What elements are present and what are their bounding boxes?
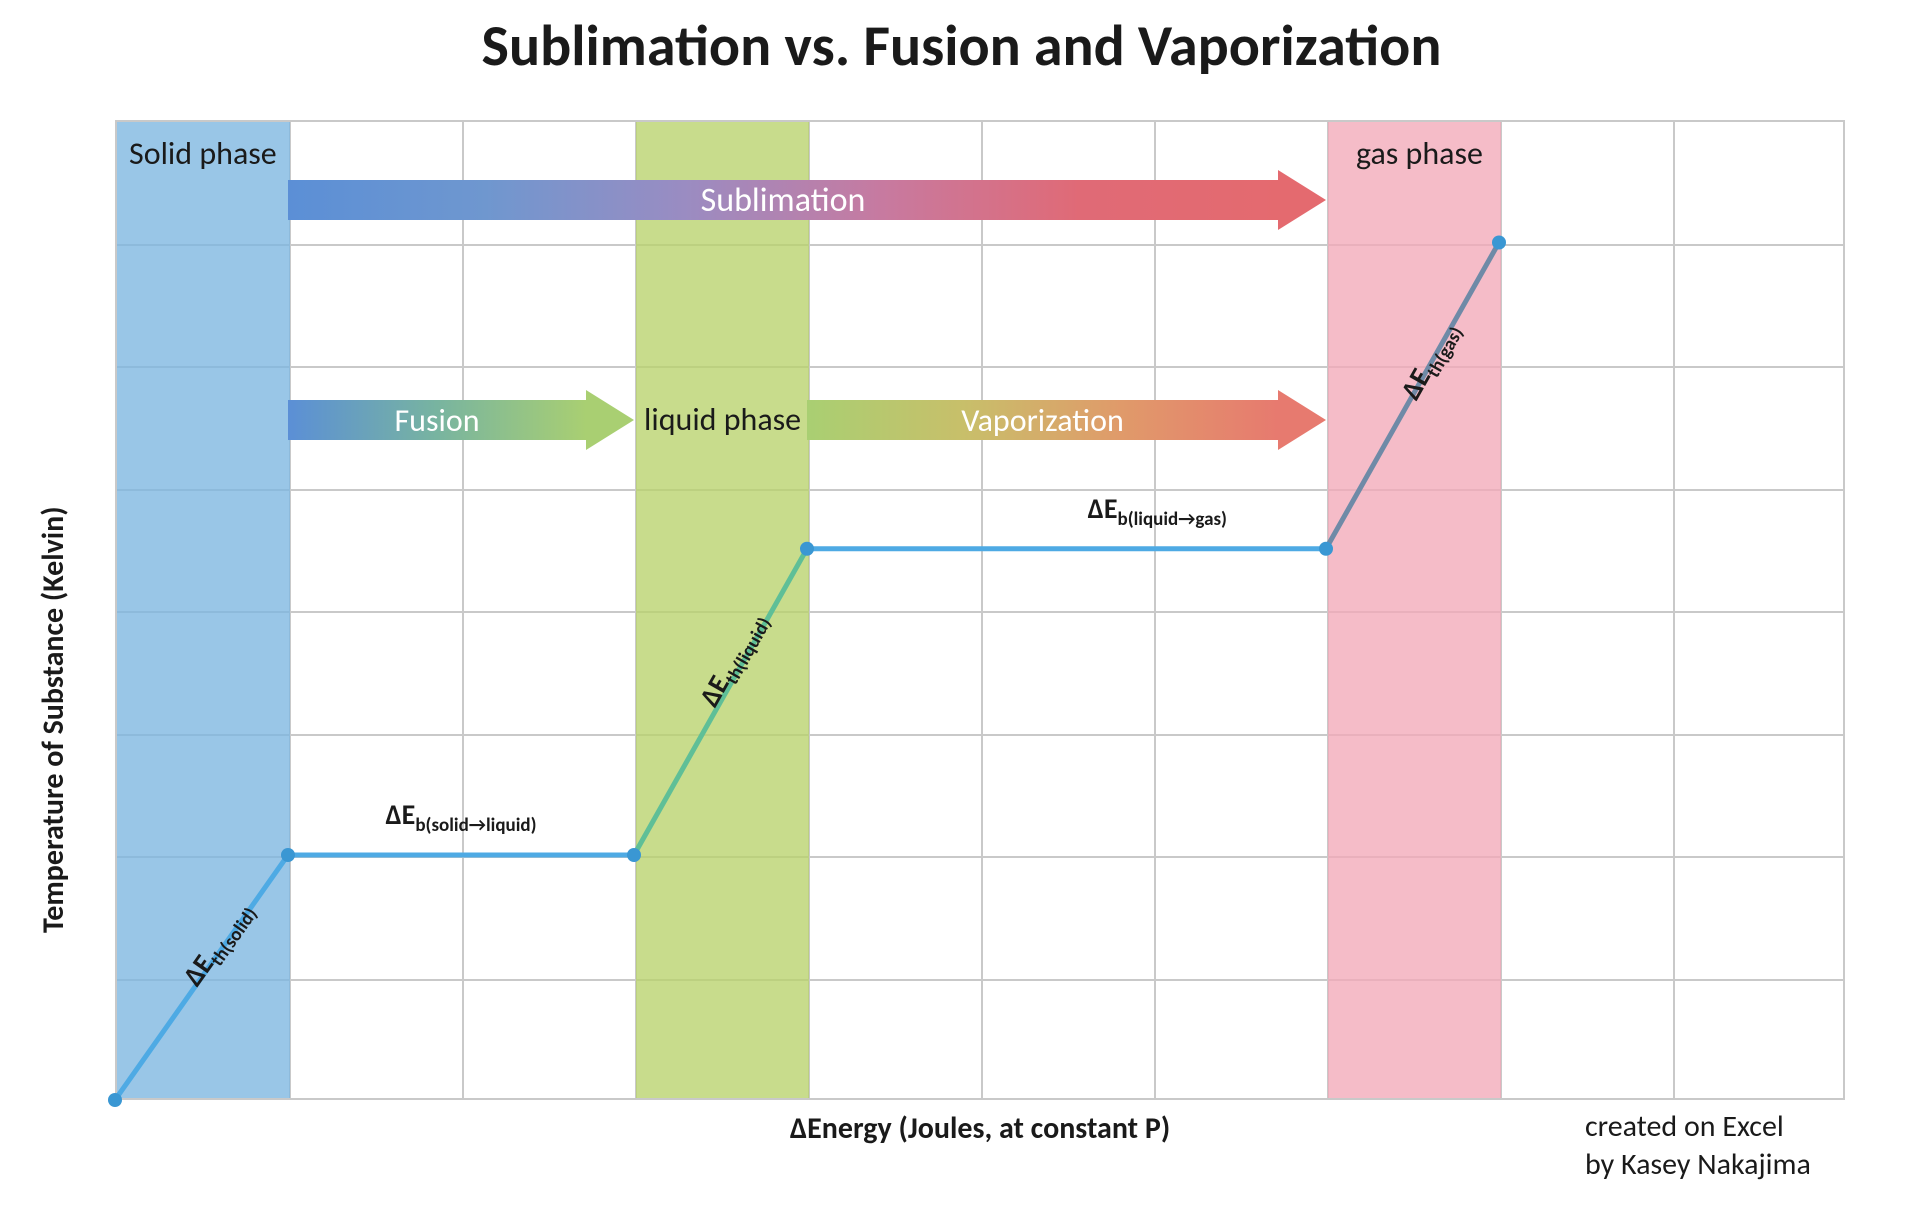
curve-point-2 [627, 848, 641, 862]
curve-point-4 [1319, 542, 1333, 556]
curve-point-0 [108, 1093, 122, 1107]
heating-curve [0, 0, 1923, 1225]
segment-label-1: ΔEb(solid→liquid) [386, 797, 537, 837]
segment-label-3: ΔEb(liquid→gas) [1088, 491, 1227, 531]
curve-point-1 [281, 848, 295, 862]
curve-point-5 [1492, 236, 1506, 250]
curve-point-3 [800, 542, 814, 556]
